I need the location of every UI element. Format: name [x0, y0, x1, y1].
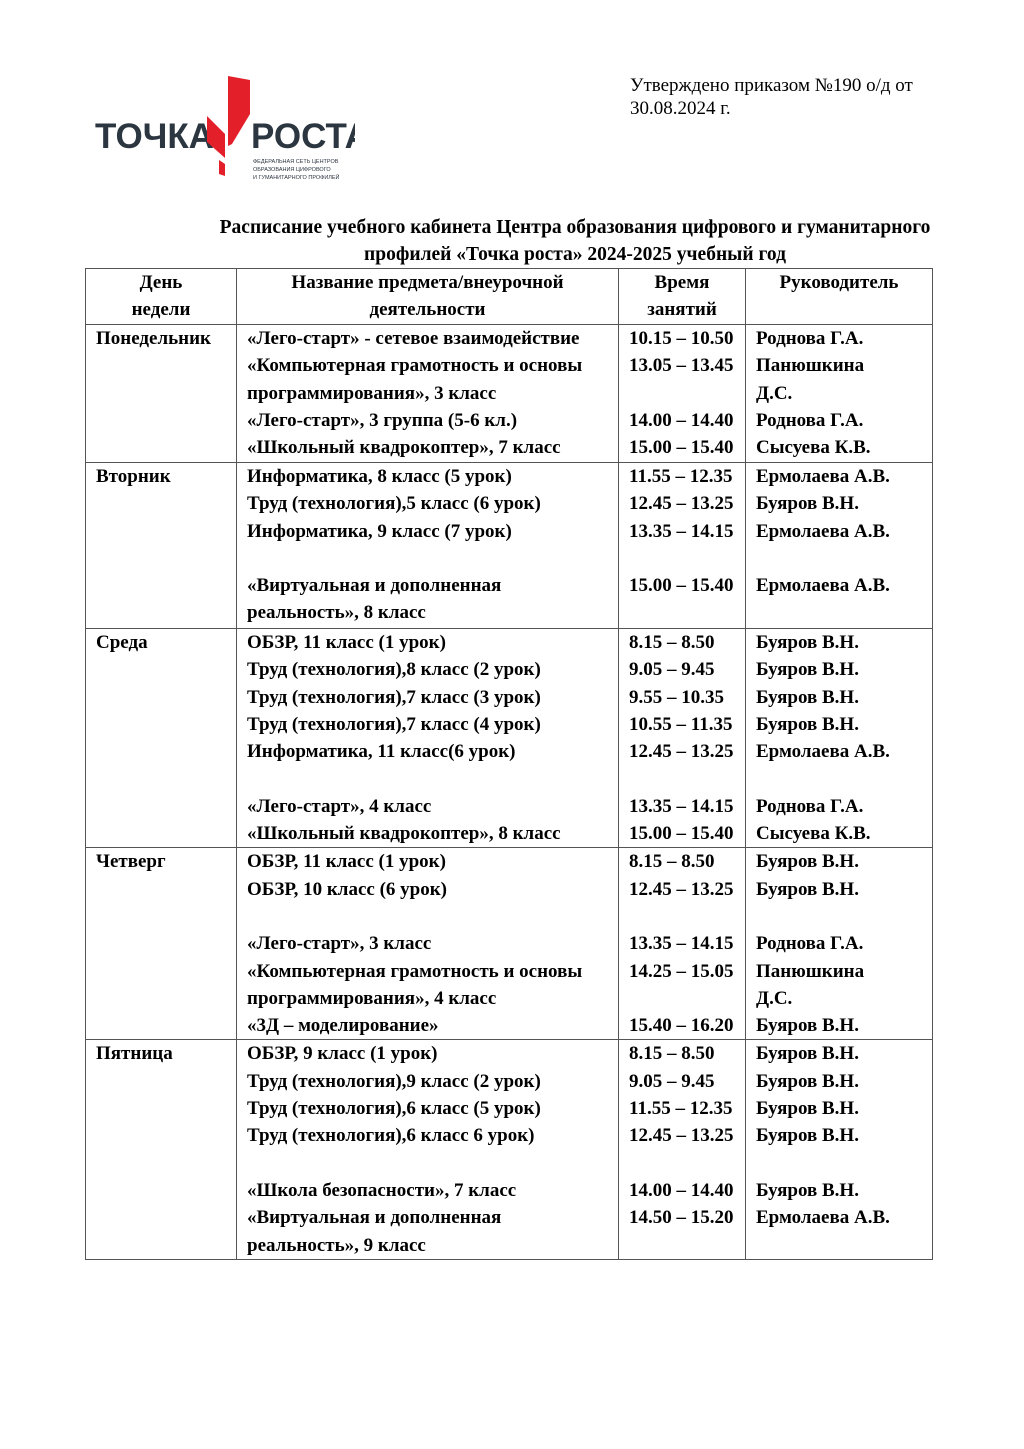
header-subject: Название предмета/внеурочной деятельност…	[236, 268, 619, 325]
teachers-cell: Роднова Г.А. Панюшкина Д.С. Роднова Г.А.…	[745, 324, 933, 463]
table-header-row: День недели Название предмета/внеурочной…	[85, 268, 933, 325]
teachers-cell: Ермолаева А.В. Буяров В.Н. Ермолаева А.В…	[745, 462, 933, 629]
subjects-cell: «Лего-старт» - сетевое взаимодействие «К…	[236, 324, 619, 463]
svg-text:ОБРАЗОВАНИЯ ЦИФРОВОГО: ОБРАЗОВАНИЯ ЦИФРОВОГО	[253, 167, 331, 173]
table-row: Четверг ОБЗР, 11 класс (1 урок) ОБЗР, 10…	[85, 847, 933, 1041]
teachers-cell: Буяров В.Н. Буяров В.Н. Роднова Г.А. Пан…	[745, 847, 933, 1041]
times-cell: 10.15 – 10.50 13.05 – 13.45 14.00 – 14.4…	[618, 324, 746, 463]
day-cell: Пятница	[85, 1039, 237, 1260]
table-row: Понедельник «Лего-старт» - сетевое взаим…	[85, 324, 933, 463]
table-row: Среда ОБЗР, 11 класс (1 урок) Труд (техн…	[85, 627, 933, 849]
svg-text:ТОЧКА: ТОЧКА	[95, 117, 214, 156]
times-cell: 11.55 – 12.35 12.45 – 13.25 13.35 – 14.1…	[618, 462, 746, 629]
day-cell: Среда	[85, 627, 237, 849]
header-time: Время занятий	[618, 268, 746, 325]
header-day: День недели	[85, 268, 237, 325]
day-cell: Понедельник	[85, 324, 237, 463]
schedule-table: День недели Название предмета/внеурочной…	[85, 268, 933, 1260]
approval-note: Утверждено приказом №190 о/д от 30.08.20…	[630, 75, 913, 119]
svg-text:И ГУМАНИТАРНОГО ПРОФИЛЕЙ: И ГУМАНИТАРНОГО ПРОФИЛЕЙ	[253, 173, 340, 181]
svg-text:ФЕДЕРАЛЬНАЯ СЕТЬ ЦЕНТРОВ: ФЕДЕРАЛЬНАЯ СЕТЬ ЦЕНТРОВ	[253, 159, 339, 165]
times-cell: 8.15 – 8.50 9.05 – 9.45 11.55 – 12.35 12…	[618, 1039, 746, 1260]
times-cell: 8.15 – 8.50 9.05 – 9.45 9.55 – 10.35 10.…	[618, 627, 746, 849]
subjects-cell: Информатика, 8 класс (5 урок) Труд (техн…	[236, 462, 619, 629]
table-row: Вторник Информатика, 8 класс (5 урок) Тр…	[85, 462, 933, 629]
subjects-cell: ОБЗР, 11 класс (1 урок) Труд (технология…	[236, 627, 619, 849]
subjects-cell: ОБЗР, 9 класс (1 урок) Труд (технология)…	[236, 1039, 619, 1260]
subjects-cell: ОБЗР, 11 класс (1 урок) ОБЗР, 10 класс (…	[236, 847, 619, 1041]
times-cell: 8.15 – 8.50 12.45 – 13.25 13.35 – 14.15 …	[618, 847, 746, 1041]
header-teacher: Руководитель	[745, 268, 933, 325]
day-cell: Вторник	[85, 462, 237, 629]
teachers-cell: Буяров В.Н. Буяров В.Н. Буяров В.Н. Буяр…	[745, 1039, 933, 1260]
teachers-cell: Буяров В.Н. Буяров В.Н. Буяров В.Н. Буяр…	[745, 627, 933, 849]
svg-text:РОСТА: РОСТА	[251, 117, 355, 156]
day-cell: Четверг	[85, 847, 237, 1041]
page-title: Расписание учебного кабинета Центра обра…	[219, 217, 931, 265]
table-row: Пятница ОБЗР, 9 класс (1 урок) Труд (тех…	[85, 1039, 933, 1260]
tochka-rosta-logo: ТОЧКА РОСТА ФЕДЕРАЛЬНАЯ СЕТЬ ЦЕНТРОВ ОБР…	[95, 76, 355, 181]
